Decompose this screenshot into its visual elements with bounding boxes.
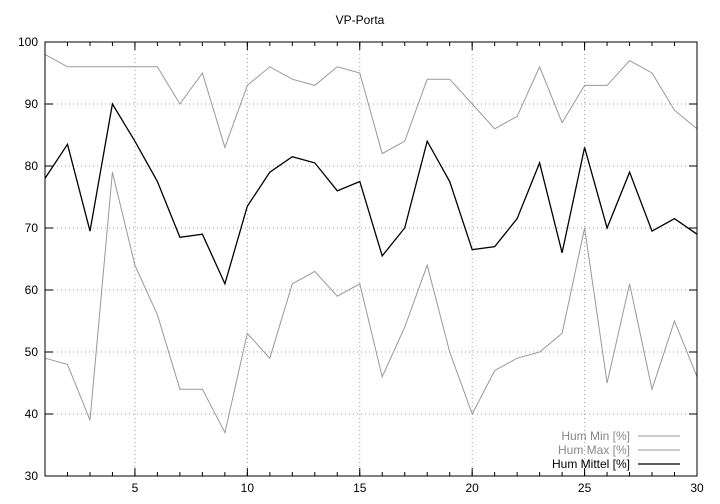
legend-label: Hum Min [%] — [561, 429, 630, 443]
x-tick-label: 25 — [578, 481, 592, 495]
y-tick-label: 30 — [25, 469, 39, 483]
y-tick-label: 60 — [25, 283, 39, 297]
chart-title: VP-Porta — [336, 13, 385, 27]
y-tick-label: 100 — [18, 35, 38, 49]
axis-ticks: 30 40 50 60 70 80 90 100 5 10 15 20 25 30 — [18, 35, 704, 495]
y-tick-label: 90 — [25, 97, 39, 111]
legend-label: Hum Max [%] — [558, 443, 630, 457]
plot-frame — [44, 41, 698, 477]
series-lines — [44, 53, 698, 435]
series-line-0 — [44, 172, 698, 435]
y-tick-label: 50 — [25, 345, 39, 359]
y-tick-label: 40 — [25, 407, 39, 421]
x-tick-label: 15 — [353, 481, 367, 495]
grid-lines — [45, 42, 697, 476]
x-tick-label: 10 — [241, 481, 255, 495]
series-line-2 — [44, 102, 698, 286]
x-tick-label: 5 — [132, 481, 139, 495]
x-tick-label: 20 — [465, 481, 479, 495]
y-tick-label: 70 — [25, 221, 39, 235]
y-tick-label: 80 — [25, 159, 39, 173]
legend: Hum Min [%]Hum Max [%]Hum Mittel [%] — [552, 429, 680, 471]
series-line-1 — [44, 53, 698, 155]
x-tick-label: 30 — [690, 481, 704, 495]
legend-label: Hum Mittel [%] — [552, 457, 630, 471]
